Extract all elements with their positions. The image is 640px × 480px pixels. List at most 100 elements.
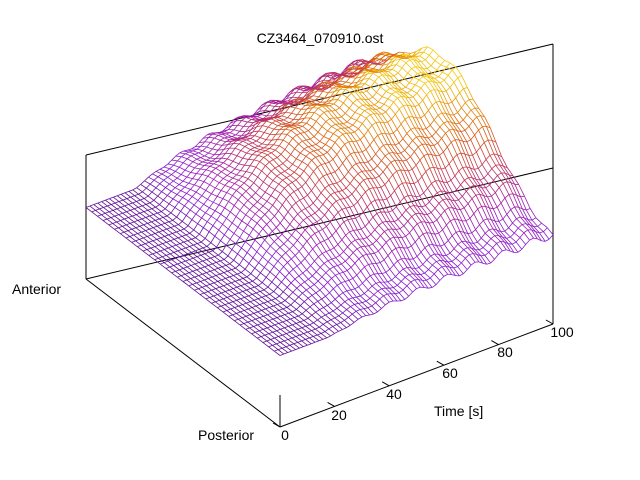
surface-line-space-55-21 — [419, 136, 427, 145]
surface-line-space-12-26 — [280, 302, 288, 308]
surface-line-time-29-42 — [414, 237, 420, 243]
surface-line-time-34-4 — [295, 347, 300, 350]
surface-line-time-15-24 — [264, 185, 270, 193]
surface-line-space-50-23 — [411, 169, 419, 182]
surface-line-space-65-20 — [453, 114, 460, 124]
surface-line-space-4-3 — [118, 214, 125, 220]
surface-line-time-25-37 — [372, 213, 378, 218]
surface-line-time-7-5 — [145, 228, 150, 231]
surface-line-time-24-61 — [460, 152, 465, 155]
surface-line-space-11-25 — [271, 299, 278, 305]
surface-line-space-27-12 — [259, 161, 266, 166]
surface-line-space-6-9 — [160, 237, 167, 243]
surface-line-space-57-5 — [336, 74, 343, 81]
surface-line-space-24-23 — [310, 236, 317, 246]
surface-line-space-16-18 — [250, 246, 258, 253]
surface-line-time-2-28 — [206, 142, 211, 148]
surface-line-space-63-18 — [434, 89, 441, 102]
surface-line-time-34-5 — [299, 346, 304, 349]
surface-line-space-16-21 — [267, 261, 275, 267]
surface-line-time-18-15 — [246, 246, 252, 253]
surface-line-time-26-45 — [409, 205, 414, 208]
surface-line-space-7-26 — [261, 310, 268, 316]
surface-line-time-16-51 — [376, 107, 381, 110]
surface-line-space-47-21 — [388, 152, 396, 161]
surface-line-space-65-3 — [356, 67, 363, 70]
surface-line-time-16-9 — [212, 262, 217, 265]
surface-line-space-12-0 — [132, 189, 139, 195]
surface-line-time-8-10 — [170, 225, 175, 228]
surface-line-time-32-15 — [326, 319, 332, 323]
surface-line-time-12-35 — [290, 128, 296, 131]
surface-line-space-45-16 — [352, 124, 359, 130]
surface-line-space-24-0 — [179, 152, 186, 155]
surface-line-space-29-12 — [267, 154, 274, 160]
surface-line-time-2-13 — [147, 191, 153, 197]
surface-line-time-29-10 — [290, 317, 295, 320]
surface-line-space-34-22 — [343, 198, 351, 208]
surface-line-time-30-48 — [444, 240, 449, 245]
surface-line-space-62-26 — [475, 179, 483, 188]
surface-line-time-24-7 — [250, 299, 255, 303]
surface-line-space-49-29 — [442, 229, 449, 241]
surface-line-time-21-3 — [217, 292, 222, 295]
surface-line-space-38-25 — [376, 213, 383, 223]
surface-line-space-50-0 — [280, 98, 287, 103]
surface-line-space-15-12 — [212, 225, 219, 231]
surface-line-space-47-32 — [451, 261, 458, 267]
surface-line-time-26-3 — [245, 314, 251, 317]
surface-line-space-13-11 — [199, 233, 206, 239]
surface-line-time-8-1 — [135, 239, 140, 242]
surface-line-time-21-9 — [240, 283, 245, 287]
surface-line-time-20-1 — [203, 291, 209, 294]
surface-line-space-47-13 — [343, 102, 350, 109]
surface-line-space-44-20 — [371, 158, 378, 167]
surface-line-space-45-21 — [381, 160, 388, 167]
surface-line-time-2-5 — [116, 207, 121, 210]
surface-line-space-29-26 — [347, 246, 354, 253]
surface-line-time-22-21 — [293, 240, 298, 246]
surface-line-space-44-33 — [445, 265, 452, 275]
surface-line-time-30-9 — [292, 322, 297, 326]
surface-line-space-56-23 — [435, 155, 442, 170]
surface-line-time-24-13 — [273, 286, 278, 292]
surface-line-time-20-67 — [461, 102, 466, 109]
surface-line-time-5-14 — [168, 198, 174, 205]
surface-line-time-0-20 — [163, 163, 169, 168]
surface-line-space-48-30 — [444, 244, 451, 254]
surface-line-time-16-43 — [344, 127, 349, 129]
surface-line-space-2-20 — [207, 291, 214, 297]
surface-line-time-7-25 — [223, 158, 228, 164]
surface-line-time-0-21 — [167, 159, 173, 165]
surface-line-time-12-15 — [212, 219, 218, 226]
surface-line-time-10-20 — [220, 185, 226, 191]
surface-line-time-26-66 — [491, 165, 496, 170]
surface-line-space-53-13 — [366, 90, 373, 98]
surface-line-space-30-14 — [282, 163, 289, 169]
surface-line-time-8-3 — [143, 236, 148, 239]
surface-line-space-61-14 — [403, 78, 410, 84]
surface-line-space-43-19 — [361, 151, 369, 163]
surface-line-space-1-32 — [272, 345, 279, 350]
surface-line-space-41-4 — [268, 116, 275, 120]
surface-line-space-0-23 — [216, 307, 224, 313]
surface-line-space-53-18 — [395, 114, 402, 125]
surface-line-space-55-19 — [408, 116, 415, 128]
surface-line-space-26-17 — [284, 187, 291, 195]
surface-line-space-8-14 — [196, 256, 204, 262]
surface-line-space-39-33 — [426, 279, 433, 288]
surface-line-time-33-23 — [363, 307, 368, 310]
surface-line-space-64-1 — [341, 72, 348, 76]
surface-line-space-48-7 — [313, 95, 319, 98]
surface-line-space-8-13 — [191, 251, 198, 257]
surface-line-time-21-18 — [275, 247, 281, 252]
surface-line-space-25-32 — [365, 300, 373, 307]
surface-line-space-25-6 — [217, 161, 224, 164]
surface-line-time-8-22 — [217, 171, 222, 176]
surface-line-space-60-18 — [422, 100, 429, 111]
surface-line-space-16-2 — [159, 183, 166, 188]
surface-line-space-24-19 — [287, 211, 295, 220]
surface-line-space-31-21 — [326, 198, 333, 205]
surface-line-space-52-26 — [436, 192, 444, 201]
surface-line-time-26-16 — [296, 284, 301, 289]
